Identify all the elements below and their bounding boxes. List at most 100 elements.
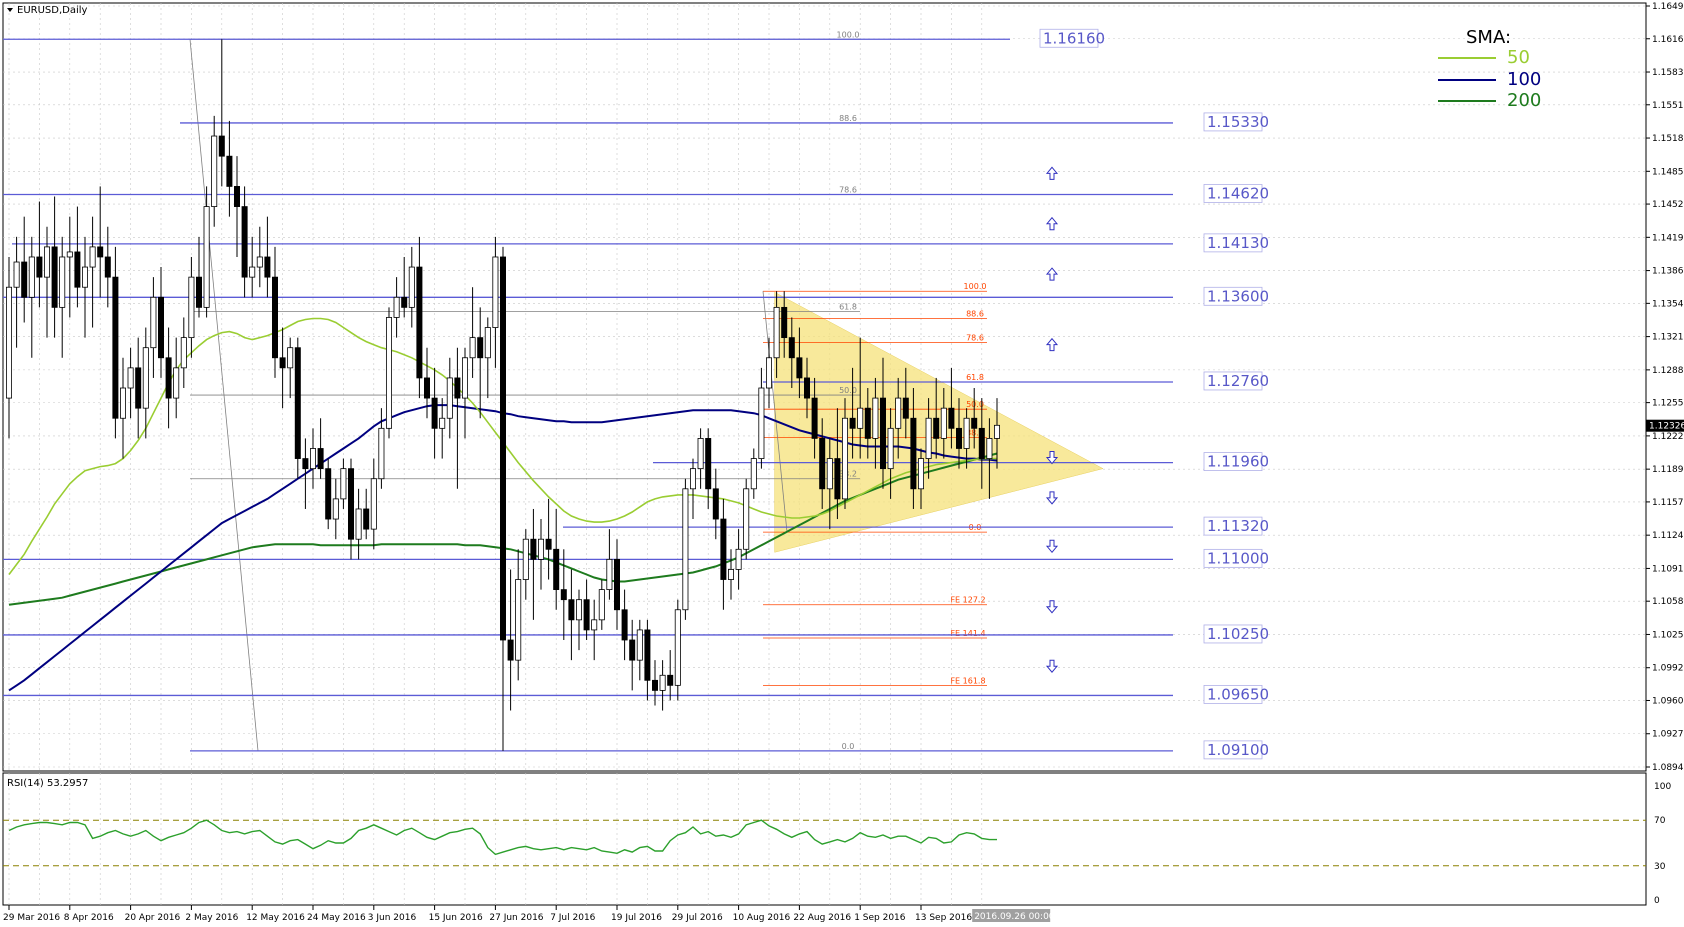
triangle-down-icon[interactable] [7,8,13,12]
candle-body [842,417,849,500]
level-label: 1.11960 [1207,453,1269,471]
fibo-minor-label: 88.6 [966,309,984,318]
candle-body [264,256,271,278]
symbol-label: EURUSD,Daily [17,5,88,16]
y-tick-label: 1.09600 [1652,696,1684,706]
candle-body [796,357,803,379]
fibo-major-trendline [189,39,259,751]
fibo-minor-label: 78.6 [966,334,984,343]
candle-body [933,417,940,439]
y-tick-label: 1.13865 [1652,267,1684,277]
candle-body [766,357,773,389]
candle-body [423,377,430,399]
price-axis: 1.16490 1.16165 1.15835 1.15510 1.15180 1.148… [1646,2,1684,773]
y-tick-label: 1.15835 [1652,68,1684,78]
candle-body [682,488,689,611]
candle-body [674,609,681,686]
candle-body [203,206,210,308]
candle-body [819,438,826,490]
candle-body [545,538,552,550]
candle-body [606,558,613,591]
candle-body [781,306,788,339]
candle-body [180,337,187,369]
candle-body [895,397,902,429]
candle-body [583,599,590,631]
candle-body [157,296,164,359]
candle-body [804,377,811,399]
candle-body [902,397,909,419]
x-tick-label: 8 Apr 2016 [64,913,114,923]
y-tick-label: 1.09925 [1652,664,1684,674]
candle-body [302,458,309,470]
candle-body [279,357,286,369]
level-label: 1.13600 [1207,287,1269,305]
candle-body [826,458,833,490]
candle-body [431,397,438,429]
candle-body [477,337,484,359]
sma200-legend-label: 200 [1507,90,1541,111]
candle-body [690,468,697,490]
rsi-pane-frame [2,772,1647,906]
level-label-box [1039,28,1099,48]
candle-body [978,427,985,459]
candle-body [66,251,73,258]
y-tick-label: 1.16165 [1652,35,1684,45]
candle-body [872,397,879,439]
candle-body [591,619,598,631]
candle-body [811,397,818,439]
y-tick-label: 1.12225 [1652,432,1684,442]
candle-body [325,468,332,520]
x-tick-label: 2 May 2016 [185,913,238,923]
y-tick-label: 1.13210 [1652,333,1684,343]
candle-body [652,679,659,691]
rsi-tick-label: 70 [1654,816,1666,826]
y-tick-label: 1.10910 [1652,564,1684,574]
x-tick-label: 13 Sep 2016 [915,913,972,923]
x-tick-label: 27 Jun 2016 [489,913,543,923]
level-label-box [1203,452,1263,472]
x-tick-label: 7 Jul 2016 [550,913,595,923]
y-tick-label: 1.10585 [1652,597,1684,607]
level-label-box [1203,624,1263,644]
candle-body [636,629,643,661]
candle-body [173,367,180,399]
candle-body [538,538,545,560]
rsi-indicator: 100 70 30 0 [3,782,1671,906]
level-label-box [1203,548,1263,568]
candle-body [758,387,765,459]
candle-body [560,589,567,601]
y-tick-label: 1.10255 [1652,630,1684,640]
candle-body [834,458,841,500]
candle-body [446,377,453,419]
fibo-expansion-label: FE 127.2 [950,596,985,605]
arrow-up-icon [1045,267,1059,281]
y-tick-label: 1.12880 [1652,366,1684,376]
y-tick-label: 1.11240 [1652,531,1684,541]
current-price-label: 1.12326 [1649,422,1684,432]
x-tick-label: 29 Jul 2016 [672,913,723,923]
candle-body [576,599,583,621]
cursor-time-label: 2016.09.26 00:00 [974,912,1055,922]
fibo-expansion-label: FE 161.8 [950,676,985,685]
candle-body [530,538,537,560]
level-label: 1.14620 [1207,184,1269,202]
candle-body [249,266,256,278]
candle-body [918,458,925,490]
candle-body [21,261,28,298]
candle-body [363,508,370,530]
fibo-major-label: 88.6 [839,114,857,123]
candle-body [849,417,856,429]
candle-body [120,387,127,419]
arrow-up-icon [1045,216,1059,231]
current-price-box [1646,419,1684,432]
y-tick-label: 1.11570 [1652,498,1684,508]
candle-body [241,206,248,278]
candle-body [188,276,195,339]
candle-body [788,337,795,359]
candle-body [317,448,324,470]
y-tick-label: 1.16490 [1652,2,1684,12]
arrow-down-icon [1045,451,1059,465]
y-tick-label: 1.13540 [1652,299,1684,309]
